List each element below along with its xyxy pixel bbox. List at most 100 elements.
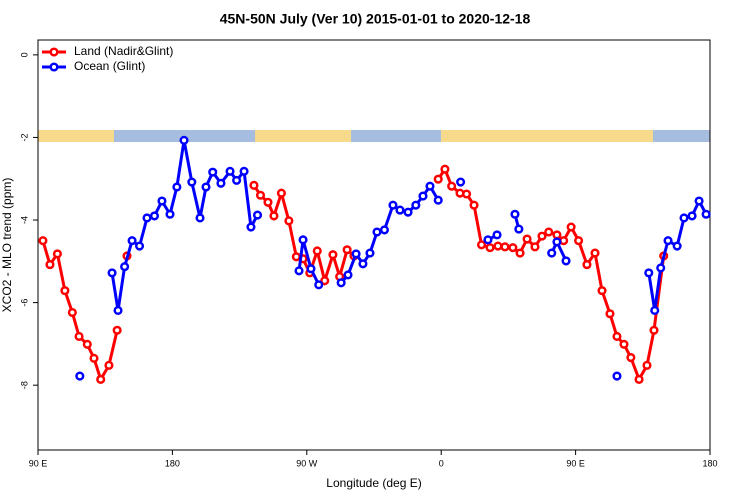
point [456, 177, 466, 187]
point [38, 236, 48, 246]
point [60, 286, 70, 296]
point [379, 225, 390, 235]
point [418, 191, 428, 201]
point [508, 243, 518, 253]
x-tick-label: 180 [702, 458, 717, 468]
point [656, 263, 666, 273]
point [225, 166, 235, 176]
point [195, 213, 205, 223]
point [142, 213, 152, 223]
point [179, 135, 189, 145]
point [314, 280, 324, 290]
point [52, 249, 62, 259]
legend-marker [49, 62, 59, 72]
point [574, 236, 584, 246]
y-tick-label: 0 [19, 52, 29, 57]
legend-label: Land (Nadir&Glint) [74, 44, 173, 58]
point [342, 245, 352, 255]
point [263, 197, 273, 207]
legend-marker [49, 47, 59, 57]
point [320, 276, 330, 286]
point [157, 196, 167, 206]
point [113, 305, 123, 315]
point [515, 248, 525, 258]
point [433, 195, 443, 205]
point [514, 224, 524, 234]
point [74, 331, 84, 342]
point [530, 242, 540, 252]
point [172, 182, 182, 192]
point [642, 360, 652, 370]
chart-title: 45N-50N July (Ver 10) 2015-01-01 to 2020… [220, 11, 531, 27]
point [493, 241, 503, 251]
point [411, 200, 421, 210]
point [351, 249, 361, 259]
point [701, 209, 711, 219]
point [312, 246, 322, 256]
point [469, 200, 479, 210]
point [358, 259, 368, 269]
point [252, 210, 263, 220]
point [208, 167, 218, 177]
series-line [110, 140, 708, 311]
point [96, 374, 106, 384]
point [294, 266, 304, 276]
point [336, 278, 346, 288]
point [276, 188, 286, 198]
plot-frame [37, 39, 711, 451]
point [388, 200, 398, 210]
point [687, 211, 697, 221]
point [75, 371, 85, 381]
point [82, 339, 92, 349]
point [89, 353, 99, 363]
point [679, 213, 689, 223]
point [605, 309, 615, 319]
point [239, 166, 249, 176]
point [649, 325, 659, 335]
point [112, 325, 122, 335]
point [561, 256, 571, 266]
y-tick-label: -4 [19, 216, 29, 224]
point [67, 307, 77, 318]
point [298, 235, 308, 245]
point [447, 181, 457, 191]
land-ocean-strip [38, 130, 710, 142]
point [104, 360, 114, 370]
x-axis-label: Longitude (deg E) [326, 476, 421, 490]
point [626, 352, 636, 363]
point [425, 181, 435, 191]
point [544, 227, 554, 237]
point [672, 241, 682, 251]
point [246, 222, 256, 232]
point [107, 268, 117, 278]
point [440, 164, 450, 174]
point [547, 248, 557, 258]
point [306, 264, 316, 274]
point [644, 268, 654, 278]
x-tick-label: 180 [165, 458, 180, 468]
point [522, 234, 532, 244]
y-axis-label: XCO2 - MLO trend (ppm) [0, 178, 14, 313]
point [483, 235, 493, 245]
point [403, 207, 413, 217]
point [552, 237, 562, 247]
point [127, 236, 137, 246]
point [343, 270, 353, 280]
point [328, 250, 338, 260]
y-tick-label: -6 [19, 299, 29, 307]
point [201, 182, 211, 192]
x-tick-label: 90 E [566, 458, 585, 468]
series-line [41, 166, 666, 384]
point [187, 177, 197, 187]
point [485, 243, 495, 253]
point [45, 260, 55, 270]
point [365, 248, 375, 258]
point [284, 216, 294, 226]
point [552, 230, 562, 240]
point [372, 227, 382, 237]
point [619, 339, 629, 349]
y-tick-label: -8 [19, 381, 29, 389]
point [269, 211, 279, 221]
point [255, 190, 266, 200]
